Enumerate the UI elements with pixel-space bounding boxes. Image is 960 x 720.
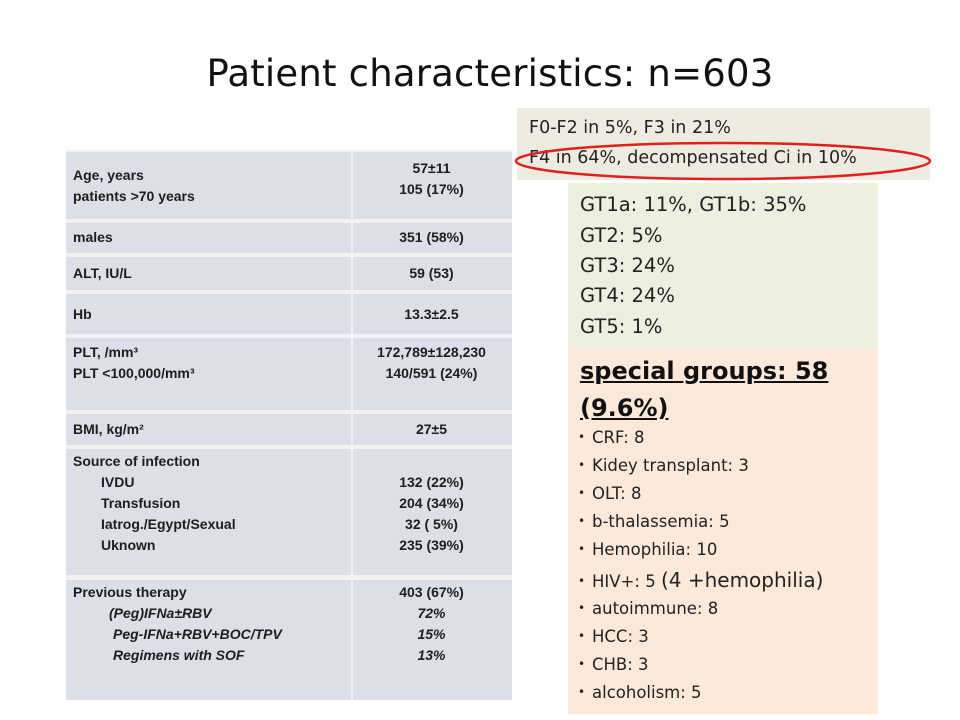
bullet-icon: • xyxy=(578,685,586,699)
special-group-item: • OLT: 8 xyxy=(578,484,642,503)
alt-label: ALT, IU/L xyxy=(73,265,132,281)
therapy-item-value: 72% xyxy=(417,605,446,621)
source-item-value: 235 (39%) xyxy=(399,537,464,553)
special-groups-heading-line-2: (9.6%) xyxy=(580,394,669,422)
bullet-icon: • xyxy=(578,657,586,671)
table-row-age: Age, years patients >70 years 57±11 105 … xyxy=(66,152,512,219)
table-row-alt: ALT, IU/L 59 (53) xyxy=(66,257,512,290)
bullet-icon: • xyxy=(578,486,586,500)
source-label: Source of infection xyxy=(73,453,200,469)
special-group-item: • Kidey transplant: 3 xyxy=(578,456,749,475)
bullet-icon: • xyxy=(578,458,586,472)
elderly-label: patients >70 years xyxy=(73,188,195,204)
characteristics-table: Age, years patients >70 years 57±11 105 … xyxy=(66,150,512,700)
bullet-icon: • xyxy=(578,601,586,615)
special-group-item: • alcoholism: 5 xyxy=(578,683,702,702)
bullet-icon: • xyxy=(578,629,586,643)
genotype-item: GT2: 5% xyxy=(580,224,663,247)
genotype-item: GT1a: 11%, GT1b: 35% xyxy=(580,193,807,216)
genotype-item: GT3: 24% xyxy=(580,254,675,277)
source-item-value: 132 (22%) xyxy=(399,474,464,490)
special-group-item: • HCC: 3 xyxy=(578,627,649,646)
genotype-box: GT1a: 11%, GT1b: 35% GT2: 5% GT3: 24% GT… xyxy=(568,183,878,349)
table-row-bmi: BMI, kg/m² 27±5 xyxy=(66,414,512,445)
bmi-value: 27±5 xyxy=(415,421,448,437)
source-item-label: Iatrog./Egypt/Sexual xyxy=(101,516,236,532)
plt-label: PLT, /mm³ xyxy=(73,344,139,360)
hiv-note: (4 +hemophilia) xyxy=(660,568,824,592)
males-value: 351 (58%) xyxy=(399,229,464,245)
bullet-icon: • xyxy=(578,542,586,556)
highlight-ellipse xyxy=(514,141,932,181)
source-item-value: 204 (34%) xyxy=(399,495,464,511)
therapy-item-label: Peg-IFNa+RBV+BOC/TPV xyxy=(113,626,282,642)
slide-title: Patient characteristics: n=603 xyxy=(206,52,774,95)
table-row-plt: PLT, /mm³ PLT <100,000/mm³ 172,789±128,2… xyxy=(66,338,512,410)
column-divider xyxy=(351,150,353,700)
source-item-value: 32 ( 5%) xyxy=(405,516,458,532)
therapy-value: 403 (67%) xyxy=(399,584,464,600)
special-group-item: • autoimmune: 8 xyxy=(578,599,719,618)
hb-label: Hb xyxy=(73,306,92,322)
table-row-therapy: Previous therapy (Peg)IFNa±RBV Peg-IFNa+… xyxy=(66,580,512,700)
bmi-label: BMI, kg/m² xyxy=(73,421,144,437)
hb-value: 13.3±2.5 xyxy=(404,306,459,322)
source-item-label: Transfusion xyxy=(101,495,181,511)
age-label: Age, years xyxy=(73,167,144,183)
special-group-item: • CRF: 8 xyxy=(578,428,645,447)
bullet-icon: • xyxy=(578,574,586,588)
special-group-item: • Hemophilia: 10 xyxy=(578,540,718,559)
source-item-label: Uknown xyxy=(101,537,156,553)
table-row-males: males 351 (58%) xyxy=(66,223,512,253)
genotype-item: GT4: 24% xyxy=(580,284,675,307)
therapy-item-value: 15% xyxy=(417,626,446,642)
bullet-icon: • xyxy=(578,430,586,444)
therapy-item-label: Regimens with SOF xyxy=(113,647,245,663)
plt-low-label: PLT <100,000/mm³ xyxy=(73,365,195,381)
special-group-item: • b-thalassemia: 5 xyxy=(578,512,730,531)
therapy-label: Previous therapy xyxy=(73,584,187,600)
fibrosis-box: F0-F2 in 5%, F3 in 21% F4 in 64%, decomp… xyxy=(517,108,930,180)
fibrosis-line-2: F4 in 64%, decompensated Ci in 10% xyxy=(529,148,857,168)
plt-value: 172,789±128,230 xyxy=(377,344,486,360)
therapy-item-label: (Peg)IFNa±RBV xyxy=(109,605,212,621)
special-group-item: • CHB: 3 xyxy=(578,655,649,674)
elderly-value: 105 (17%) xyxy=(399,181,464,197)
fibrosis-line-1: F0-F2 in 5%, F3 in 21% xyxy=(529,118,731,138)
special-group-item: • HIV+: 5 (4 +hemophilia) xyxy=(578,568,824,592)
table-row-hb: Hb 13.3±2.5 xyxy=(66,294,512,334)
special-groups-heading-line-1: special groups: 58 xyxy=(580,357,829,385)
genotype-item: GT5: 1% xyxy=(580,315,663,338)
special-groups-heading: special groups: 58 (9.6%) xyxy=(580,353,828,427)
source-item-label: IVDU xyxy=(101,474,135,490)
alt-value: 59 (53) xyxy=(409,265,454,281)
therapy-item-value: 13% xyxy=(417,647,446,663)
bullet-icon: • xyxy=(578,514,586,528)
plt-low-value: 140/591 (24%) xyxy=(385,365,478,381)
age-value: 57±11 xyxy=(412,160,451,176)
males-label: males xyxy=(73,229,113,245)
table-row-source: Source of infection IVDU Transfusion Iat… xyxy=(66,449,512,575)
special-groups-box: special groups: 58 (9.6%) • CRF: 8 • Kidey… xyxy=(568,349,878,714)
